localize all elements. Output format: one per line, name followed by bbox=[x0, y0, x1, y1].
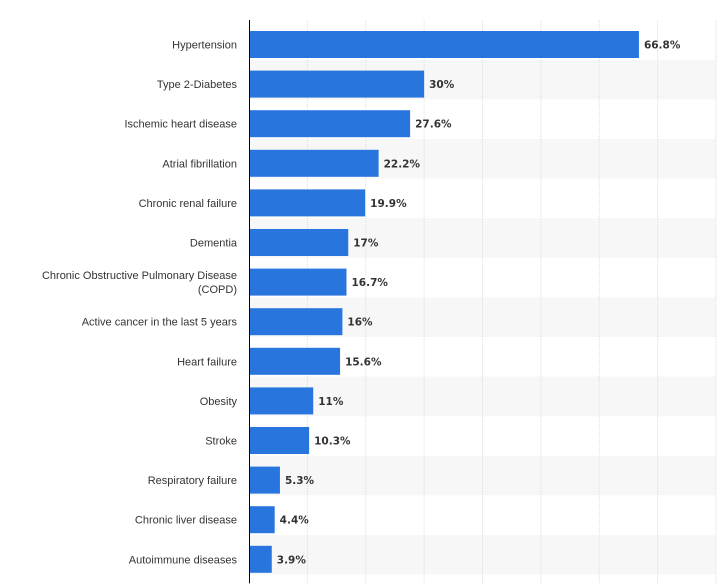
category-label-line: Autoimmune diseases bbox=[129, 554, 238, 566]
bar bbox=[249, 427, 310, 454]
category-label: Ischemic heart disease bbox=[125, 119, 238, 131]
bar bbox=[249, 387, 314, 415]
value-label: 10.3% bbox=[314, 436, 351, 448]
bar bbox=[249, 31, 639, 58]
category-label-line: Hypertension bbox=[172, 40, 237, 52]
category-label-line: Chronic Obstructive Pulmonary Disease bbox=[42, 270, 237, 282]
value-label: 17% bbox=[353, 238, 379, 250]
bar bbox=[249, 268, 347, 296]
category-label: Type 2-Diabetes bbox=[157, 79, 238, 91]
bar bbox=[249, 506, 275, 534]
bar bbox=[249, 308, 343, 336]
category-label-line: Obesity bbox=[200, 396, 238, 408]
value-label: 66.8% bbox=[644, 40, 681, 52]
category-label-line: Active cancer in the last 5 years bbox=[82, 317, 238, 329]
category-label-line: Dementia bbox=[190, 238, 238, 250]
category-label: Atrial fibrillation bbox=[162, 158, 237, 170]
category-label-line: Type 2-Diabetes bbox=[157, 79, 238, 91]
category-label: Chronic renal failure bbox=[139, 198, 237, 210]
category-label: Stroke bbox=[205, 436, 237, 448]
bar bbox=[249, 466, 280, 494]
value-label: 27.6% bbox=[415, 119, 452, 131]
bar bbox=[249, 229, 349, 256]
category-label: Autoimmune diseases bbox=[129, 554, 238, 566]
category-label-line: Atrial fibrillation bbox=[162, 158, 237, 170]
category-label: Dementia bbox=[190, 238, 238, 250]
category-label-line: Stroke bbox=[205, 436, 237, 448]
category-label-line: (COPD) bbox=[198, 284, 237, 296]
value-label: 4.4% bbox=[280, 515, 310, 527]
category-label-line: Heart failure bbox=[177, 356, 237, 368]
value-label: 5.3% bbox=[285, 475, 315, 487]
value-label: 19.9% bbox=[370, 198, 407, 210]
category-label-line: Respiratory failure bbox=[148, 475, 237, 487]
bar bbox=[249, 149, 379, 177]
category-label: Respiratory failure bbox=[148, 475, 237, 487]
category-label-line: Chronic renal failure bbox=[139, 198, 237, 210]
bar bbox=[249, 70, 425, 98]
value-label: 11% bbox=[318, 396, 344, 408]
category-label: Active cancer in the last 5 years bbox=[82, 317, 238, 329]
bar bbox=[249, 189, 366, 217]
value-label: 22.2% bbox=[384, 158, 421, 170]
category-label: Hypertension bbox=[172, 40, 237, 52]
value-label: 16% bbox=[347, 317, 373, 329]
value-label: 30% bbox=[429, 79, 455, 91]
value-label: 16.7% bbox=[351, 277, 388, 289]
bar bbox=[249, 545, 272, 573]
value-label: 3.9% bbox=[277, 554, 307, 566]
category-label: Obesity bbox=[200, 396, 238, 408]
value-label: 15.6% bbox=[345, 356, 382, 368]
category-label: Heart failure bbox=[177, 356, 237, 368]
category-label: Chronic Obstructive Pulmonary Disease (CO… bbox=[42, 270, 237, 296]
category-label-line: Chronic liver disease bbox=[135, 515, 237, 527]
bar bbox=[249, 110, 411, 138]
bar bbox=[249, 347, 341, 375]
category-label-line: Ischemic heart disease bbox=[125, 119, 238, 131]
row-band bbox=[249, 455, 716, 496]
category-label: Chronic liver disease bbox=[135, 515, 237, 527]
